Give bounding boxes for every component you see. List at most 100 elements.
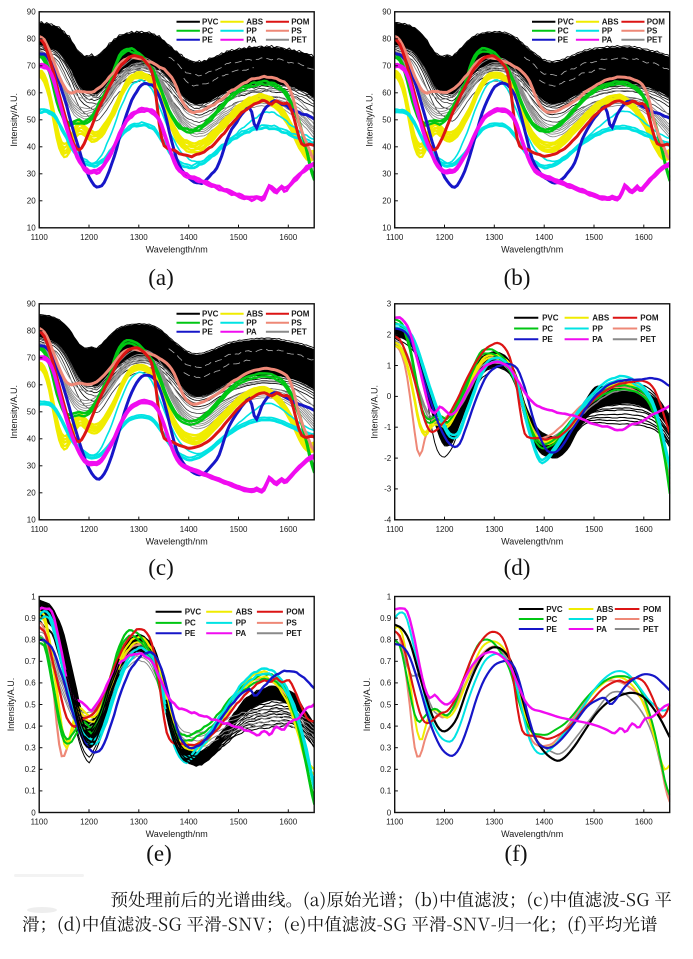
svg-text:10: 10	[27, 224, 36, 233]
svg-text:PET: PET	[640, 335, 656, 344]
svg-text:90: 90	[382, 8, 391, 17]
svg-text:(c): (c)	[148, 555, 174, 580]
svg-text:70: 70	[382, 62, 391, 71]
svg-text:Intensity/A.U.: Intensity/A.U.	[6, 678, 16, 732]
svg-text:1400: 1400	[180, 233, 198, 242]
svg-text:Intensity/A.U.: Intensity/A.U.	[9, 93, 19, 147]
svg-text:1600: 1600	[635, 525, 653, 534]
svg-text:50: 50	[27, 116, 36, 125]
svg-text:PC: PC	[202, 319, 213, 328]
svg-text:PE: PE	[542, 335, 553, 344]
svg-text:80: 80	[27, 327, 36, 336]
svg-text:(d): (d)	[504, 555, 531, 580]
svg-text:PE: PE	[202, 36, 213, 45]
svg-text:PS: PS	[291, 27, 302, 36]
svg-text:Wavelength/nm: Wavelength/nm	[146, 829, 208, 839]
svg-text:1100: 1100	[386, 525, 404, 534]
svg-text:1: 1	[31, 592, 36, 601]
svg-text:PVC: PVC	[542, 314, 559, 323]
svg-text:90: 90	[27, 8, 36, 17]
svg-text:POM: POM	[643, 605, 662, 614]
svg-text:30: 30	[382, 170, 391, 179]
svg-text:PVC: PVC	[558, 18, 575, 27]
svg-text:20: 20	[27, 489, 36, 498]
svg-text:1300: 1300	[130, 525, 148, 534]
svg-text:1300: 1300	[130, 818, 148, 827]
svg-text:1200: 1200	[436, 818, 454, 827]
svg-text:-3: -3	[384, 485, 392, 494]
svg-text:0: 0	[387, 392, 392, 401]
svg-text:1400: 1400	[535, 233, 553, 242]
svg-text:PC: PC	[202, 27, 213, 36]
svg-text:70: 70	[27, 354, 36, 363]
svg-text:1100: 1100	[31, 525, 49, 534]
svg-text:POM: POM	[291, 18, 310, 27]
svg-text:0.6: 0.6	[25, 679, 37, 688]
svg-text:ABS: ABS	[592, 314, 610, 323]
svg-text:POM: POM	[286, 608, 305, 617]
svg-text:1100: 1100	[386, 233, 404, 242]
svg-text:30: 30	[27, 462, 36, 471]
svg-text:PET: PET	[643, 625, 659, 634]
svg-text:PA: PA	[236, 629, 247, 638]
svg-text:PET: PET	[291, 36, 307, 45]
svg-text:PS: PS	[291, 319, 302, 328]
svg-text:PP: PP	[236, 619, 247, 628]
svg-text:1500: 1500	[230, 818, 248, 827]
svg-text:1600: 1600	[635, 818, 653, 827]
svg-text:1: 1	[387, 592, 392, 601]
svg-text:PE: PE	[546, 625, 557, 634]
svg-text:60: 60	[27, 89, 36, 98]
svg-text:PC: PC	[546, 615, 557, 624]
svg-text:(b): (b)	[504, 265, 531, 290]
svg-text:(f): (f)	[505, 841, 528, 866]
svg-text:PS: PS	[647, 27, 658, 36]
svg-text:Wavelength/nm: Wavelength/nm	[501, 537, 563, 547]
svg-text:ABS: ABS	[602, 18, 620, 27]
svg-text:1400: 1400	[180, 818, 198, 827]
svg-text:1400: 1400	[535, 525, 553, 534]
svg-text:1500: 1500	[585, 233, 603, 242]
svg-text:1100: 1100	[31, 818, 49, 827]
svg-text:50: 50	[27, 408, 36, 417]
svg-text:Intensity/A.U.: Intensity/A.U.	[362, 678, 372, 732]
svg-text:ABS: ABS	[236, 608, 254, 617]
svg-text:1600: 1600	[635, 233, 653, 242]
svg-text:0.9: 0.9	[380, 614, 392, 623]
svg-text:1100: 1100	[31, 233, 49, 242]
svg-text:PE: PE	[185, 629, 196, 638]
svg-text:PS: PS	[286, 619, 297, 628]
svg-text:0.1: 0.1	[25, 787, 37, 796]
svg-text:PE: PE	[202, 328, 213, 337]
svg-text:PVC: PVC	[546, 605, 563, 614]
svg-text:PET: PET	[286, 629, 302, 638]
svg-text:PA: PA	[246, 36, 257, 45]
svg-text:1200: 1200	[436, 233, 454, 242]
svg-text:0.3: 0.3	[25, 744, 37, 753]
svg-text:0.1: 0.1	[380, 787, 392, 796]
svg-text:0.2: 0.2	[380, 765, 392, 774]
svg-text:PS: PS	[640, 324, 651, 333]
svg-text:1300: 1300	[485, 525, 503, 534]
svg-text:80: 80	[382, 35, 391, 44]
svg-text:PP: PP	[246, 319, 257, 328]
svg-text:PC: PC	[542, 324, 553, 333]
svg-text:70: 70	[27, 62, 36, 71]
svg-text:PET: PET	[647, 36, 663, 45]
svg-text:1200: 1200	[80, 525, 98, 534]
svg-text:Wavelength/nm: Wavelength/nm	[501, 245, 563, 255]
svg-text:PVC: PVC	[185, 608, 202, 617]
svg-text:PS: PS	[643, 615, 654, 624]
svg-text:-2: -2	[384, 454, 392, 463]
svg-text:(e): (e)	[146, 841, 172, 866]
svg-text:1500: 1500	[585, 818, 603, 827]
svg-text:PA: PA	[596, 625, 607, 634]
svg-text:0.9: 0.9	[25, 614, 37, 623]
svg-text:10: 10	[382, 224, 391, 233]
svg-text:Wavelength/nm: Wavelength/nm	[146, 537, 208, 547]
svg-text:60: 60	[27, 381, 36, 390]
svg-text:0.7: 0.7	[25, 657, 37, 666]
svg-text:1200: 1200	[80, 233, 98, 242]
svg-text:PP: PP	[602, 27, 613, 36]
svg-text:PA: PA	[246, 328, 257, 337]
